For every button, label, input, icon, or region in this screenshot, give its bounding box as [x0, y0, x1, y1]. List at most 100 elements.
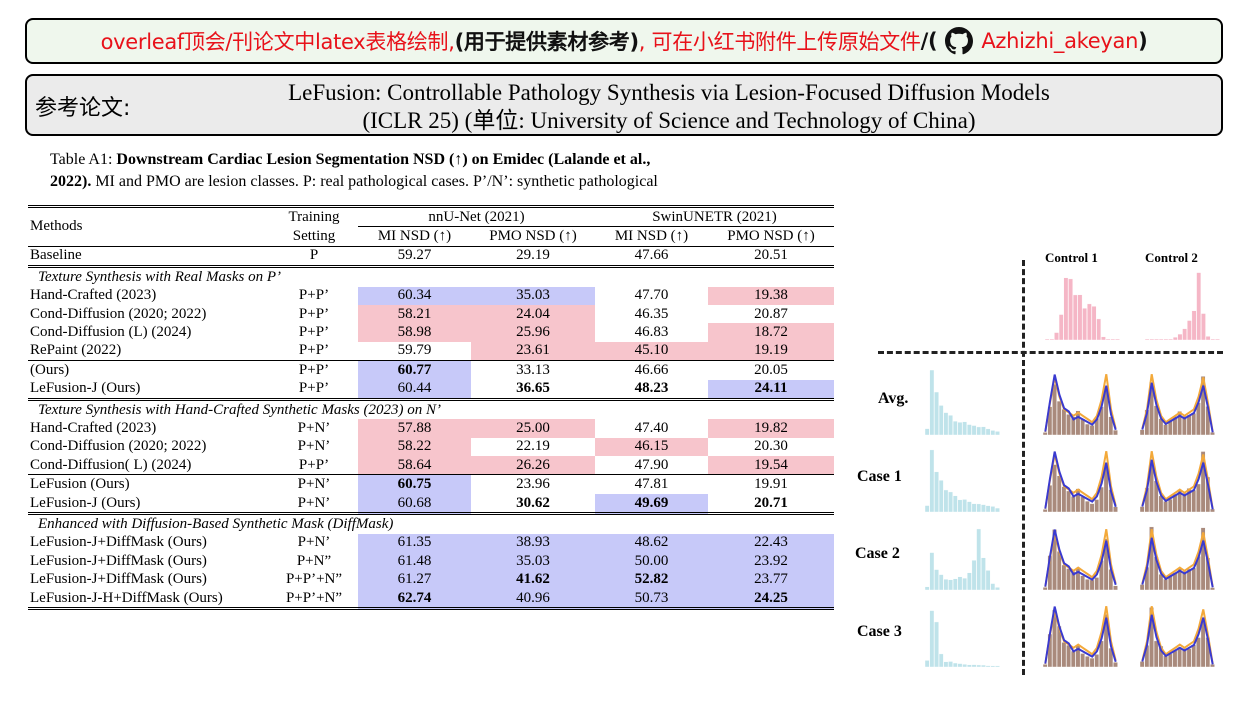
method-cell: LeFusion-J+DiffMask (Ours) — [30, 534, 207, 551]
setting-cell: P+N’ — [297, 494, 331, 511]
figure-row-case-3: Case 3 — [857, 623, 902, 640]
pmo-swin-cell: 24.11 — [708, 379, 834, 400]
caption-prefix: Table A1: — [50, 151, 117, 168]
setting-cell: P+P’ — [298, 342, 330, 359]
pmo-swin-cell: 20.05 — [754, 361, 788, 378]
table-caption: Table A1: Downstream Cardiac Lesion Segm… — [50, 149, 800, 193]
pmo-nnunet-cell: 41.62 — [471, 570, 595, 589]
mi-swin-cell: 47.66 — [634, 247, 669, 264]
pmo-nnunet-cell: 35.03 — [471, 286, 595, 305]
mi-swin-cell: 47.81 — [634, 476, 669, 493]
mi-swin-cell: 50.73 — [595, 588, 708, 609]
table-row: LeFusion-J-H+DiffMask (Ours) P+P’+N” 62.74… — [28, 588, 834, 609]
case-histogram — [1043, 606, 1118, 667]
header-row-1: Methods Training nnU-Net (2021) SwinUNET… — [28, 206, 834, 234]
pmo-nnunet-cell: 24.04 — [471, 304, 595, 324]
mi-nnunet-cell: 60.77 — [358, 360, 471, 380]
mi-swin-cell: 48.23 — [634, 380, 669, 397]
table-row: Cond-Diffusion (2020; 2022) P+N’ 58.22 22.1… — [28, 437, 834, 457]
case-histogram — [1043, 529, 1118, 590]
table-row: Cond-Diffusion (L) (2024) P+P’ 58.98 25.96 4… — [28, 323, 834, 342]
pmo-nnunet-cell: 23.61 — [471, 341, 595, 361]
baseline-row: Baseline P 59.27 29.19 47.66 20.51 — [28, 246, 834, 266]
setting-cell: P+P’+N” — [285, 589, 343, 606]
ours-row: LeFusion-J (Ours) P+P’ 60.44 36.65 48.23 24.1… — [28, 379, 834, 400]
method-cell: LeFusion-J+DiffMask (Ours) — [30, 571, 207, 588]
section-title: Texture Synthesis with Real Masks on P’ — [38, 268, 282, 285]
table-row: Hand-Crafted (2023) P+N’ 57.88 25.00 47.40 19… — [28, 419, 834, 438]
method-cell: Baseline — [30, 247, 82, 264]
reference-title-line1: LeFusion: Controllable Pathology Synthes… — [288, 80, 1050, 105]
pmo-swin-cell: 19.38 — [708, 286, 834, 305]
distribution-figure: Control 1 Control 2 Avg. Case 1 Case 2 C… — [840, 240, 1240, 680]
mi-nnunet-cell: 61.48 — [358, 552, 471, 571]
figure-row-case-1: Case 1 — [857, 468, 902, 485]
method-cell: Cond-Diffusion (2020; 2022) — [30, 305, 207, 322]
figure-horizontal-divider — [878, 351, 1223, 354]
pmo-swin-cell: 19.91 — [754, 476, 788, 493]
method-cell: Cond-Diffusion( L) (2024) — [30, 456, 192, 473]
banner-close: ) — [1138, 29, 1148, 53]
table-row: Cond-Diffusion (2020; 2022) P+P’ 58.21 24.0… — [28, 304, 834, 324]
table-row: LeFusion-J+DiffMask (Ours) P+N’ 61.35 38.93… — [28, 533, 834, 553]
figure-vertical-divider — [1022, 260, 1025, 675]
mi-swin-cell: 47.90 — [634, 456, 669, 473]
figure-col-control-2: Control 2 — [1145, 250, 1198, 265]
pmo-swin-cell: 22.43 — [708, 533, 834, 553]
mi-nnunet-cell: 60.44 — [358, 379, 471, 400]
method-cell: Hand-Crafted (2023) — [30, 287, 157, 304]
mi-nnunet-cell: 60.34 — [358, 286, 471, 305]
case-histogram — [1140, 526, 1215, 590]
header-mi-2: MI NSD (↑) — [614, 228, 689, 245]
mi-swin-cell: 49.69 — [595, 493, 708, 514]
figure-row-case-2: Case 2 — [855, 545, 900, 562]
case-histogram — [925, 370, 1000, 435]
pmo-nnunet-cell: 25.00 — [471, 419, 595, 438]
pmo-nnunet-cell: 30.62 — [516, 494, 550, 511]
table-row: Hand-Crafted (2023) P+P’ 60.34 35.03 47.70 19… — [28, 286, 834, 305]
setting-cell: P — [309, 247, 319, 264]
mi-nnunet-cell: 60.75 — [358, 474, 471, 494]
method-cell: Hand-Crafted (2023) — [30, 419, 157, 436]
pmo-swin-cell: 20.51 — [754, 247, 788, 264]
mi-nnunet-cell: 58.98 — [358, 323, 471, 342]
banner-text-4: /( — [920, 29, 938, 53]
mi-swin-cell: 46.83 — [634, 324, 669, 341]
case-histogram — [1043, 451, 1118, 512]
banner-handle: Azhizhi_akeyan — [981, 29, 1139, 53]
mi-nnunet-cell: 62.74 — [358, 588, 471, 609]
section-title-row: Texture Synthesis with Hand-Crafted Synt… — [28, 399, 834, 419]
mi-swin-cell: 46.35 — [634, 305, 669, 322]
mi-nnunet-cell: 58.22 — [358, 437, 471, 457]
section-title: Texture Synthesis with Hand-Crafted Synt… — [38, 401, 442, 418]
pmo-swin-cell: 19.54 — [708, 456, 834, 475]
method-cell: Cond-Diffusion (L) (2024) — [30, 324, 192, 341]
setting-cell: P+N’ — [297, 534, 331, 551]
setting-cell: P+P’ — [298, 380, 330, 397]
setting-cell: P+P’ — [298, 361, 330, 378]
github-icon — [945, 27, 974, 55]
method-cell: LeFusion-J (Ours) — [30, 494, 141, 511]
pmo-swin-cell: 23.77 — [708, 570, 834, 589]
reference-box: 参考论文: LeFusion: Controllable Pathology S… — [25, 74, 1223, 136]
reference-label: 参考论文: — [35, 96, 131, 121]
setting-cell: P+N’ — [297, 438, 331, 455]
case-histogram — [925, 610, 1000, 667]
mi-swin-cell: 48.62 — [595, 533, 708, 553]
header-training-1: Training — [288, 208, 340, 225]
table-row: Cond-Diffusion( L) (2024) P+P’ 58.64 26.26 4… — [28, 456, 834, 475]
mi-swin-cell: 47.40 — [634, 419, 669, 436]
method-cell: LeFusion-J+DiffMask (Ours) — [30, 552, 207, 569]
method-cell: LeFusion-J (Ours) — [30, 380, 141, 397]
pmo-swin-cell: 20.30 — [754, 438, 788, 455]
case-histogram — [925, 528, 1000, 590]
mi-nnunet-cell: 59.79 — [397, 342, 432, 359]
case-histogram — [1140, 451, 1215, 512]
setting-cell: P+P’ — [298, 287, 330, 304]
ours-row: LeFusion-J (Ours) P+N’ 60.68 30.62 49.69 20.7… — [28, 493, 834, 514]
setting-cell: P+N’ — [297, 476, 331, 493]
table-row: RePaint (2022) P+P’ 59.79 23.61 45.10 19.19 — [28, 341, 834, 361]
method-cell: LeFusion-J-H+DiffMask (Ours) — [30, 589, 223, 606]
pmo-nnunet-cell: 35.03 — [471, 552, 595, 571]
mi-nnunet-cell: 61.27 — [358, 570, 471, 589]
